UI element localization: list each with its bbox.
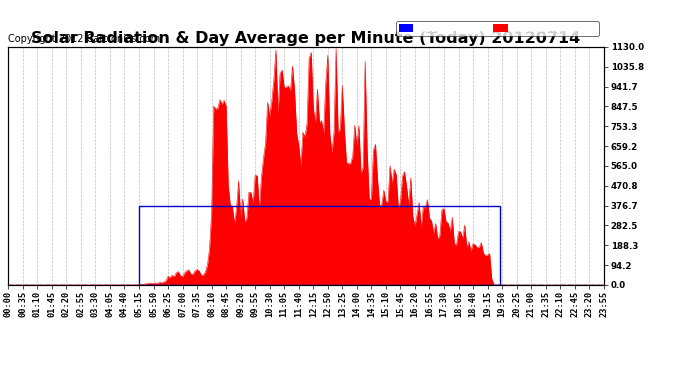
Text: Copyright 2012 Cartronics.com: Copyright 2012 Cartronics.com xyxy=(8,34,160,44)
Legend: Median (W/m2), Radiation (W/m2): Median (W/m2), Radiation (W/m2) xyxy=(397,21,599,36)
Title: Solar Radiation & Day Average per Minute (Today) 20120714: Solar Radiation & Day Average per Minute… xyxy=(31,31,581,46)
Bar xyxy=(139,206,500,285)
